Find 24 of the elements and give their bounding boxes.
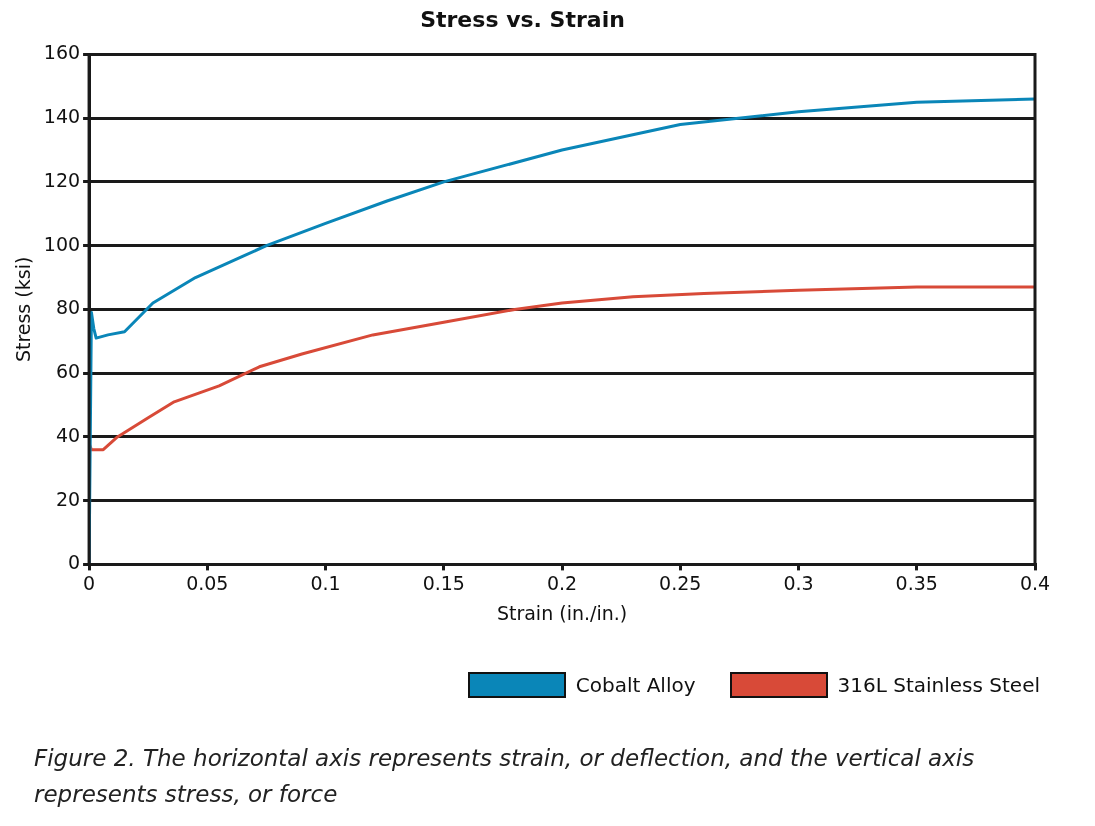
y-tick-label: 140 <box>43 105 81 128</box>
caption: Figure 2. The horizontal axis represents strain, or deflection, and the vertical axis represents stress, or force <box>34 744 976 809</box>
x-axis-title: Strain (in./in.) <box>496 601 628 624</box>
y-tick-label: 100 <box>43 232 81 255</box>
x-tick-label: 0.3 <box>783 571 814 594</box>
legend-label: Cobalt Alloy <box>575 673 696 697</box>
x-tick-label: 0.35 <box>895 571 938 594</box>
y-axis-title: Stress (ksi) <box>12 256 35 363</box>
x-tick-label: 0.15 <box>422 571 465 594</box>
y-tick-label: 20 <box>55 487 81 510</box>
legend-label: 316L Stainless Steel <box>837 673 1040 697</box>
x-tick-label: 0.05 <box>186 571 229 594</box>
y-tick-label: 80 <box>55 296 81 319</box>
x-tick-label: 0.2 <box>546 571 578 594</box>
x-tick-label: 0.1 <box>310 571 341 594</box>
x-tick-label: 0 <box>83 571 96 594</box>
y-tick-label: 160 <box>43 41 81 64</box>
x-tick-label: 0.4 <box>1019 571 1051 594</box>
y-tick-label: 40 <box>55 423 81 446</box>
x-tick-label: 0.25 <box>659 571 702 594</box>
chart-title: Stress vs. Strain <box>420 6 625 32</box>
y-tick-label: 0 <box>67 551 81 574</box>
y-tick-label: 60 <box>55 360 81 383</box>
y-tick-label: 120 <box>43 168 81 191</box>
